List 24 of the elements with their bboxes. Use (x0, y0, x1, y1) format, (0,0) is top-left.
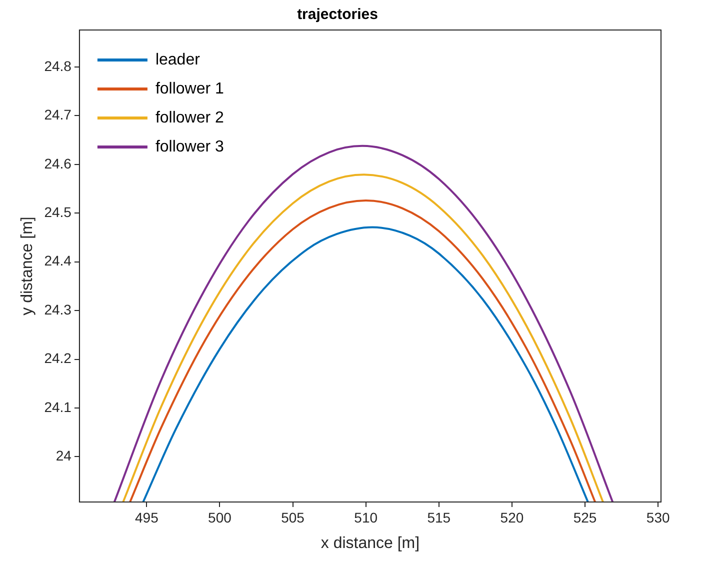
x-tick-label: 495 (134, 509, 159, 526)
x-tick-label: 510 (354, 509, 378, 526)
legend-label: follower 3 (155, 138, 224, 156)
y-tick-label: 24 (56, 448, 72, 464)
chart-title: trajectories (297, 6, 378, 24)
y-tick-label: 24.3 (44, 301, 72, 318)
legend-label: follower 2 (155, 109, 224, 126)
y-tick-label: 24.8 (44, 58, 72, 74)
y-tick-label: 24.7 (44, 106, 72, 123)
y-tick-label: 24.4 (44, 252, 72, 269)
x-tick-label: 530 (646, 509, 670, 526)
x-tick-label: 515 (427, 509, 451, 526)
x-axis-title: x distance [m] (320, 534, 420, 552)
y-axis-title: y distance [m] (19, 216, 36, 316)
legend-label: follower 1 (155, 80, 224, 98)
x-tick-label: 500 (208, 509, 232, 526)
x-tick-label: 520 (500, 509, 524, 526)
y-tick-label: 24.6 (44, 155, 72, 172)
x-tick-label: 525 (573, 509, 597, 526)
y-tick-label: 24.1 (44, 398, 72, 415)
y-tick-label: 24.5 (44, 204, 72, 220)
legend-label: leader (155, 51, 201, 68)
y-tick-label: 24.2 (44, 350, 72, 366)
x-tick-label: 505 (281, 509, 305, 526)
